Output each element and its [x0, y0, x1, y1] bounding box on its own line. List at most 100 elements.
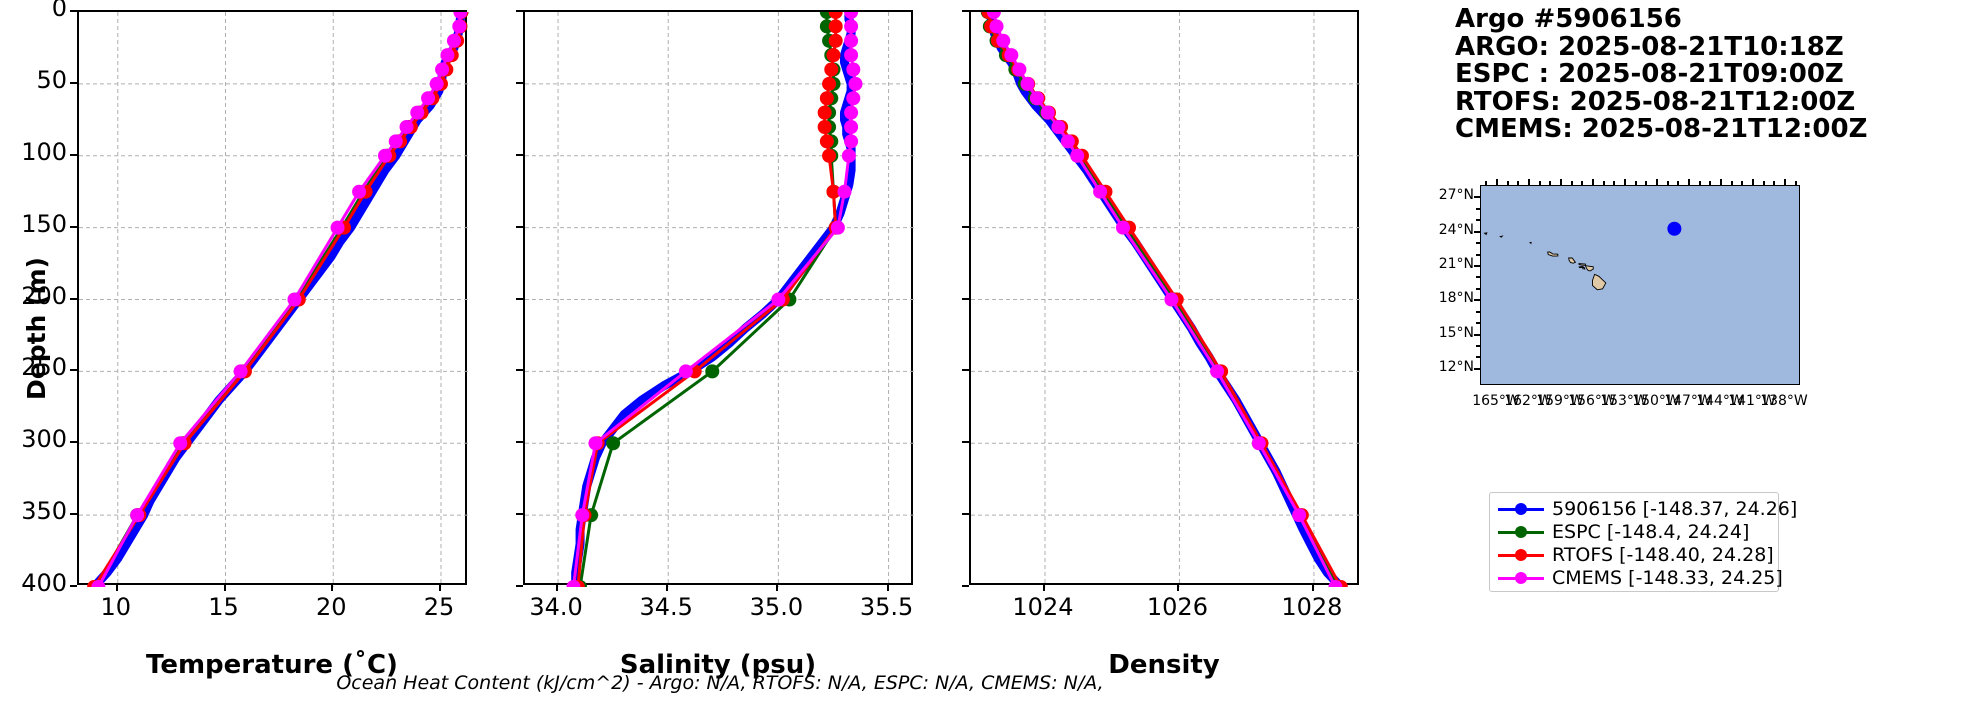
map-lon-minor-tick: [1485, 181, 1488, 185]
argo-location-marker: [1667, 221, 1682, 236]
map-lat-tick-mark: [1474, 230, 1480, 233]
density-profile-plot: [971, 12, 1361, 587]
espc-time-line: ESPC : 2025-08-21T09:00Z: [1455, 59, 1844, 89]
temperature-profile-xtick: 10: [100, 593, 132, 621]
depth-ytick: 400: [21, 569, 67, 597]
map-lat-minor-tick: [1476, 356, 1480, 359]
map-lon-tick-mark: [1496, 179, 1498, 185]
series-cmems: [986, 12, 1343, 587]
map-lon-minor-tick: [1517, 181, 1520, 185]
legend-swatch-icon: [1498, 547, 1544, 563]
legend-swatch-icon: [1498, 501, 1544, 517]
map-lon-minor-tick: [1677, 181, 1680, 185]
map-lon-tick: 156°W: [1568, 393, 1616, 409]
argo-id-line: Argo #5906156: [1455, 4, 1682, 34]
xtick-mark: [1177, 585, 1180, 591]
ytick-mark: [962, 441, 969, 444]
xtick-mark: [556, 585, 559, 591]
map-lat-tick-mark: [1474, 196, 1480, 199]
legend-label: RTOFS [-148.40, 24.28]: [1552, 543, 1774, 566]
legend-item-cmems-series[interactable]: CMEMS [-148.33, 24.25]: [1498, 566, 1783, 589]
ytick-mark: [70, 513, 77, 516]
ytick-mark: [516, 81, 523, 84]
temperature-profile-plot: [79, 12, 469, 587]
map-lon-minor-tick: [1794, 181, 1797, 185]
map-lat-minor-tick: [1476, 310, 1480, 313]
island-polygon: [1584, 265, 1594, 272]
map-lat-minor-tick: [1476, 276, 1480, 279]
map-lon-tick: 162°W: [1504, 393, 1552, 409]
map-lat-minor-tick: [1476, 345, 1480, 347]
density-axis-title: Density: [1108, 650, 1220, 680]
legend-swatch-icon: [1498, 570, 1544, 586]
xtick-mark: [886, 585, 889, 591]
argo-metadata-header: Argo #5906156 ARGO: 2025-08-21T10:18Z ES…: [1455, 4, 1868, 144]
ytick-mark: [70, 153, 77, 156]
depth-ytick: 150: [21, 209, 67, 238]
island-polygon: [1592, 273, 1607, 291]
salinity-profile-xtick: 34.0: [529, 593, 583, 621]
ocean-heat-content-caption: Ocean Heat Content (kJ/cm^2) - Argo: N/A…: [336, 672, 1104, 694]
legend-label: ESPC [-148.4, 24.24]: [1552, 520, 1750, 543]
ytick-mark: [70, 369, 77, 372]
location-map: [1480, 185, 1800, 385]
depth-ytick: 50: [36, 65, 67, 94]
map-lon-minor-tick: [1773, 181, 1776, 185]
ytick-mark: [962, 225, 969, 228]
ytick-mark: [70, 441, 77, 444]
ytick-mark: [962, 153, 969, 156]
hawaii-map-svg: [1483, 221, 1682, 291]
legend-item-espc-series[interactable]: ESPC [-148.4, 24.24]: [1498, 520, 1770, 543]
map-lon-minor-tick: [1645, 181, 1648, 185]
map-lon-minor-tick: [1634, 181, 1637, 185]
map-lon-tick-mark: [1528, 179, 1530, 185]
island-polygon: [1568, 257, 1577, 264]
ytick-mark: [70, 81, 77, 84]
legend-label: 5906156 [-148.37, 24.26]: [1552, 497, 1798, 520]
salinity-axis-title: Salinity (psu): [619, 650, 817, 680]
map-lon-tick: 147°W: [1664, 393, 1712, 409]
ytick-mark: [516, 225, 523, 228]
ytick-mark: [962, 297, 969, 300]
island-polygon: [1499, 235, 1504, 238]
map-lon-minor-tick: [1741, 181, 1744, 185]
depth-ytick: 100: [21, 137, 67, 166]
map-lon-minor-tick: [1602, 181, 1605, 185]
map-lon-minor-tick: [1730, 181, 1733, 185]
map-lon-tick: 141°W: [1728, 393, 1776, 409]
map-lon-minor-tick: [1581, 181, 1584, 185]
map-lat-tick-mark: [1474, 265, 1480, 267]
map-lon-minor-tick: [1666, 181, 1669, 185]
xtick-mark: [666, 585, 669, 591]
ytick-mark: [962, 81, 969, 84]
density-profile-xtick: 1028: [1281, 593, 1343, 621]
ytick-mark: [516, 441, 523, 444]
temperature-axis-title: Temperature (˚C): [146, 650, 398, 680]
argo-time-line: ARGO: 2025-08-21T10:18Z: [1455, 31, 1844, 62]
temperature-profile-xtick: 15: [208, 593, 239, 621]
map-lon-tick-mark: [1592, 179, 1594, 185]
salinity-profile-xtick: 34.5: [639, 593, 693, 621]
legend-item-argo-series[interactable]: 5906156 [-148.37, 24.26]: [1498, 497, 1797, 520]
series-cmems: [91, 12, 468, 587]
legend-item-rtofs-series[interactable]: RTOFS [-148.40, 24.28]: [1498, 543, 1774, 566]
ytick-mark: [70, 585, 77, 587]
depth-ytick: 250: [21, 353, 67, 382]
xtick-mark: [438, 585, 441, 591]
island-polygon: [1483, 232, 1488, 236]
map-lat-tick-mark: [1474, 299, 1480, 302]
map-lon-tick-mark: [1752, 179, 1754, 185]
map-lon-minor-tick: [1613, 181, 1616, 185]
salinity-profile-plot: [525, 12, 915, 587]
island-polygon: [1529, 241, 1532, 245]
map-lon-tick-mark: [1624, 179, 1626, 185]
cmems-time-line: CMEMS: 2025-08-21T12:00Z: [1455, 114, 1868, 144]
depth-ytick: 350: [21, 497, 67, 526]
xtick-mark: [331, 585, 334, 591]
map-lon-tick: 138°W: [1760, 393, 1808, 409]
density-profile-xtick: 1024: [1012, 593, 1074, 621]
map-lon-tick: 144°W: [1696, 393, 1744, 409]
ytick-mark: [70, 297, 77, 300]
map-lat-tick: 15°N: [1438, 324, 1474, 341]
series-legend: 5906156 [-148.37, 24.26] ESPC [-148.4, 24…: [1489, 492, 1797, 592]
